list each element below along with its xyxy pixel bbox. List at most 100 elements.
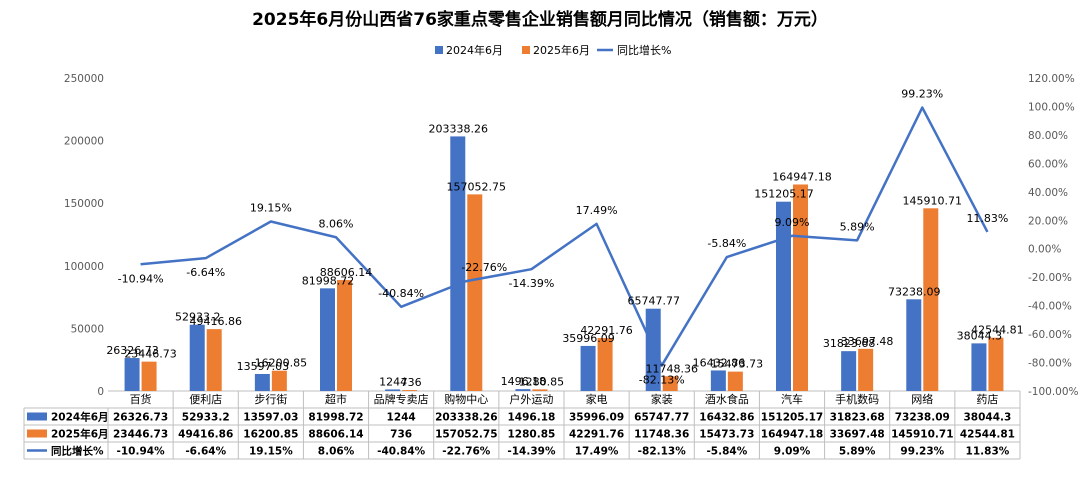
category-label-6: 户外运动	[509, 392, 553, 406]
bar-label-2025-2: 16200.85	[255, 357, 308, 370]
table-cell-1-0: 23446.73	[113, 429, 168, 441]
bar-label-2024-11: 31823.68	[823, 337, 876, 350]
table-cell-2-4: -40.84%	[377, 446, 426, 458]
bar-2024-11	[841, 351, 857, 391]
right-axis: -100.00% -80.00% -60.00% -40.00% -20.00% 0.00…	[1028, 73, 1079, 398]
bar-2024-5	[450, 136, 466, 391]
growth-label-13: 11.83%	[966, 212, 1008, 225]
table-cell-2-13: 11.83%	[966, 446, 1010, 458]
table-cell-1-5: 157052.75	[435, 429, 497, 441]
table-cell-0-0: 26326.73	[113, 412, 168, 424]
table-cell-1-4: 736	[390, 429, 412, 441]
growth-label-9: -5.84%	[707, 237, 746, 250]
bar-2025-12	[923, 208, 939, 391]
category-label-2: 步行街	[254, 392, 287, 406]
bar-2024-1	[189, 324, 205, 391]
left-tick-label: 250000	[64, 73, 104, 85]
right-tick-label: 20.00%	[1028, 215, 1068, 227]
table-cell-1-7: 42291.76	[569, 429, 624, 441]
table-cell-1-3: 88606.14	[308, 429, 363, 441]
bar-2024-7	[580, 345, 596, 391]
table-cell-0-3: 81998.72	[308, 412, 363, 424]
growth-label-7: 17.49%	[576, 204, 618, 217]
legend-label-0: 2024年6月	[446, 43, 503, 57]
bar-label-2025-1: 49416.86	[189, 315, 242, 328]
bar-label-2025-3: 88606.14	[320, 266, 373, 279]
bar-2024-3	[320, 288, 335, 391]
right-tick-label: 0.00%	[1028, 244, 1061, 256]
table-cell-1-2: 16200.85	[243, 429, 298, 441]
bar-label-2024-12: 73238.09	[888, 285, 941, 298]
bar-label-2025-11: 33697.48	[841, 335, 894, 348]
bar-2024-10	[776, 201, 791, 391]
bar-label-2025-5: 157052.75	[447, 180, 507, 193]
table-cell-0-5: 203338.26	[435, 412, 497, 424]
table-cell-1-9: 15473.73	[699, 429, 754, 441]
table-cell-0-6: 1496.18	[508, 412, 556, 424]
bar-2024-6	[515, 389, 531, 391]
bar-2025-0	[141, 361, 157, 391]
bar-2025-7	[597, 338, 613, 391]
bar-label-2024-3: 81998.72	[302, 274, 355, 287]
right-tick-label: 60.00%	[1028, 158, 1068, 170]
growth-label-6: -14.39%	[508, 277, 554, 290]
growth-line	[140, 106, 989, 367]
left-tick-label: 200000	[64, 136, 104, 148]
bar-label-2024-6: 1496.18	[501, 375, 547, 388]
table-key-0	[27, 412, 47, 421]
growth-label-4: -40.84%	[378, 287, 424, 300]
bar-2024-4	[385, 389, 401, 391]
bar-2024-0	[124, 358, 140, 391]
table-cell-0-9: 16432.86	[699, 412, 754, 424]
bar-2024-13	[971, 343, 987, 391]
table-cell-0-10: 151205.17	[761, 412, 823, 424]
table-cell-0-1: 52933.2	[182, 412, 230, 424]
data-labels: 26326.7323446.7352933.249416.8613597.031…	[106, 88, 1023, 390]
growth-label-1: -6.64%	[186, 266, 225, 279]
bar-2025-4	[402, 390, 418, 391]
growth-label-5: -22.76%	[461, 261, 507, 274]
growth-label-3: 8.06%	[319, 217, 354, 230]
table-cell-2-6: -14.39%	[507, 446, 556, 458]
table-cell-2-9: -5.84%	[706, 446, 747, 458]
right-tick-label: 40.00%	[1028, 187, 1068, 199]
legend-label-2: 同比增长%	[617, 43, 671, 57]
bar-2025-9	[727, 371, 743, 391]
table-cell-2-12: 99.23%	[900, 446, 944, 458]
chart-title: 2025年6月份山西省76家重点零售企业销售额月同比情况（销售额：万元）	[252, 9, 828, 30]
bar-label-2025-4: 736	[401, 376, 422, 389]
table-cell-1-1: 49416.86	[178, 429, 233, 441]
bar-label-2024-1: 52933.2	[175, 311, 221, 324]
table-cell-1-11: 33697.48	[830, 429, 885, 441]
bar-2025-1	[206, 329, 222, 391]
category-label-1: 便利店	[189, 392, 222, 406]
bar-label-2025-7: 42291.76	[580, 324, 633, 337]
category-label-0: 百货	[130, 392, 152, 406]
category-label-8: 家装	[651, 392, 673, 406]
category-label-4: 品牌专卖店	[374, 392, 429, 406]
growth-label-0: -10.94%	[118, 272, 164, 285]
growth-label-8: -82.13%	[639, 374, 685, 387]
category-label-12: 网络	[911, 392, 933, 406]
bar-2025-6	[532, 389, 548, 391]
table-cell-0-12: 73238.09	[895, 412, 950, 424]
category-label-7: 家电	[586, 392, 608, 406]
bar-2024-2	[254, 373, 270, 391]
bar-label-2025-12: 145910.71	[903, 194, 963, 207]
table-cell-0-13: 38044.3	[964, 412, 1012, 424]
table-cell-2-7: 17.49%	[575, 446, 619, 458]
table-cell-2-0: -10.94%	[117, 446, 166, 458]
bar-label-2024-0: 26326.73	[106, 344, 159, 357]
table-cell-2-2: 19.15%	[249, 446, 293, 458]
table-cell-2-8: -82.13%	[638, 446, 687, 458]
table-cell-2-11: 5.89%	[839, 446, 876, 458]
table-row-header-2: 同比增长%	[51, 445, 104, 458]
table-row-header-1: 2025年6月	[51, 428, 109, 441]
table-cell-1-8: 11748.36	[634, 429, 689, 441]
legend-label-1: 2025年6月	[533, 43, 590, 57]
growth-line-path	[140, 106, 989, 367]
table-cell-1-6: 1280.85	[508, 429, 556, 441]
bar-label-2025-8: 11748.36	[645, 362, 698, 375]
bar-label-2025-9: 15473.73	[711, 358, 764, 371]
